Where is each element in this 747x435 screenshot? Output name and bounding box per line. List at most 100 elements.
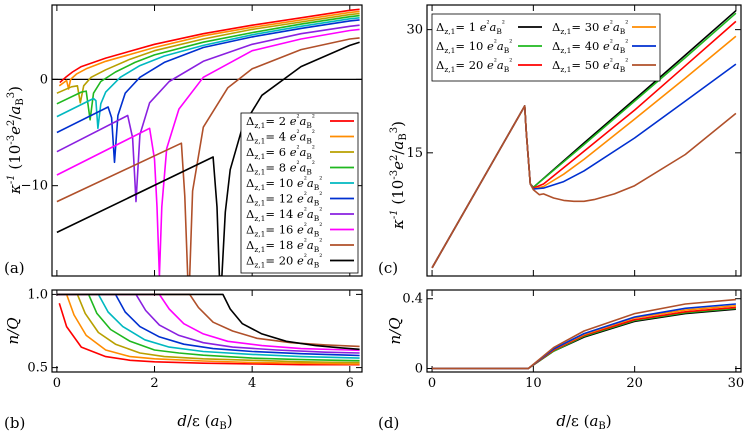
series-line-7 xyxy=(56,293,360,354)
legend-entry: Δz,1= 20 e²aB² xyxy=(246,253,354,270)
series-line-4 xyxy=(56,14,360,121)
panel-d-xlabel: d/ε (aB) xyxy=(556,412,611,432)
xtick-label: 6 xyxy=(346,376,354,391)
ytick-label: −10 xyxy=(21,179,48,194)
panel-d-ticks xyxy=(427,290,741,372)
panel-a: 0−10 κ-1 (10-3e2/aB3) Δz,1= 2 e²aB²Δz,1=… xyxy=(4,4,363,277)
legend-entry: Δz,1= 40 e²aB² xyxy=(552,38,656,55)
panel-a-label: (a) xyxy=(4,259,25,277)
panel-d-xtick-labels: 0 10 20 30 xyxy=(428,376,744,391)
panel-d-ylabel: n/Q xyxy=(386,317,404,344)
panel-d: 00.4 0 10 20 30 n/Q d/ε (aB) (d) xyxy=(378,289,744,432)
panel-c-ylabel: κ-1 (10-3e2/aB3) xyxy=(389,121,409,230)
series-line-6 xyxy=(431,105,737,269)
xtick-label: 0 xyxy=(53,376,61,391)
series-line-6 xyxy=(432,298,736,370)
panel-a-ylabel: κ-1 (10-3e2/aB3) xyxy=(6,86,26,195)
legend-label: Δz,1= 30 e²aB² xyxy=(552,19,628,36)
xtick-label: 2 xyxy=(150,376,158,391)
legend-entry: Δz,1= 4 e²aB² xyxy=(246,129,354,146)
xtick-label: 30 xyxy=(728,376,745,391)
panel-c-legend-box xyxy=(431,13,661,82)
legend-entry: Δz,1= 2 e²aB² xyxy=(246,113,354,130)
series-line-9 xyxy=(56,293,360,348)
legend-label: Δz,1= 2 e²aB² xyxy=(246,113,315,130)
legend-entry: Δz,1= 14 e²aB² xyxy=(246,206,354,223)
legend-entry: Δz,1= 1 e²aB² xyxy=(436,19,542,36)
series-line-7 xyxy=(56,24,360,203)
panel-b-ylabel: n/Q xyxy=(4,317,22,344)
legend-label: Δz,1= 6 e²aB² xyxy=(246,144,315,161)
panel-c-frame xyxy=(426,4,742,277)
legend-label: Δz,1= 16 e²aB² xyxy=(246,222,322,239)
legend-entry: Δz,1= 18 e²aB² xyxy=(246,237,354,254)
panel-d-frame xyxy=(426,289,742,373)
series-line-2 xyxy=(56,293,360,365)
panel-a-lines xyxy=(52,8,362,276)
panel-a-ytick-labels: 0 −10 xyxy=(21,72,48,193)
legend-label: Δz,1= 12 e²aB² xyxy=(246,191,322,208)
panel-b-frame xyxy=(51,289,363,373)
panel-d-lines xyxy=(432,298,736,370)
ytick-label: 0 xyxy=(40,72,48,87)
panel-b-label: (b) xyxy=(4,414,25,432)
xtick-label: 20 xyxy=(626,376,643,391)
series-line-6 xyxy=(56,293,360,357)
ytick-label: 0.5 xyxy=(27,361,48,376)
legend-label: Δz,1= 1 e²aB² xyxy=(436,19,505,36)
panel-b-xtick-labels: 0 2 4 6 xyxy=(53,376,354,391)
legend-entry: Δz,1= 12 e²aB² xyxy=(246,191,354,208)
legend-label: Δz,1= 20 e²aB² xyxy=(436,57,512,74)
series-line-10 xyxy=(56,41,360,276)
series-line-8 xyxy=(56,293,360,352)
panel-a-frame xyxy=(51,4,363,277)
legend-label: Δz,1= 10 e²aB² xyxy=(246,175,322,192)
panel-c-lines xyxy=(431,10,737,269)
legend-entry: Δz,1= 10 e²aB² xyxy=(436,38,542,55)
series-line-5 xyxy=(431,63,737,269)
xtick-label: 10 xyxy=(525,376,542,391)
series-line-5 xyxy=(56,17,360,130)
legend-label: Δz,1= 8 e²aB² xyxy=(246,160,315,177)
legend-entry: Δz,1= 8 e²aB² xyxy=(246,160,354,177)
legend-label: Δz,1= 50 e²aB² xyxy=(552,57,628,74)
legend-entry: Δz,1= 6 e²aB² xyxy=(246,144,354,161)
ytick-label: 0 xyxy=(415,362,423,377)
panel-b: 0.5 1.0 0 2 4 6 n/Q d/ε (aB) (b) xyxy=(4,287,363,432)
panel-d-label: (d) xyxy=(378,414,399,432)
legend-label: Δz,1= 10 e²aB² xyxy=(436,38,512,55)
legend-entry: Δz,1= 16 e²aB² xyxy=(246,222,354,239)
xtick-label: 0 xyxy=(428,376,436,391)
series-line-8 xyxy=(56,28,360,276)
legend-entry: Δz,1= 20 e²aB² xyxy=(436,57,542,74)
legend-label: Δz,1= 40 e²aB² xyxy=(552,38,628,55)
panel-a-legend-box xyxy=(240,112,359,274)
ytick-label: 15 xyxy=(406,146,423,161)
ytick-label: 0.4 xyxy=(402,292,423,307)
panel-c-label: (c) xyxy=(378,259,398,277)
legend-label: Δz,1= 4 e²aB² xyxy=(246,129,315,146)
panel-b-ytick-labels: 0.5 1.0 xyxy=(27,287,48,375)
legend-label: Δz,1= 20 e²aB² xyxy=(246,253,322,270)
series-line-1 xyxy=(59,8,360,84)
ytick-label: 1.0 xyxy=(27,287,48,302)
legend-entry: Δz,1= 50 e²aB² xyxy=(552,57,656,74)
series-line-5 xyxy=(56,293,360,359)
legend-label: Δz,1= 14 e²aB² xyxy=(246,206,322,223)
panel-d-ytick-labels: 00.4 xyxy=(402,292,423,377)
series-line-1 xyxy=(58,302,360,366)
legend-entry: Δz,1= 10 e²aB² xyxy=(246,175,354,192)
series-line-3 xyxy=(56,12,360,104)
series-line-4 xyxy=(56,293,360,362)
panel-b-xlabel: d/ε (aB) xyxy=(177,412,232,432)
series-line-10 xyxy=(56,293,360,351)
ytick-label: 30 xyxy=(406,23,423,38)
xtick-label: 4 xyxy=(248,376,256,391)
series-line-9 xyxy=(56,37,360,276)
legend-label: Δz,1= 18 e²aB² xyxy=(246,237,322,254)
series-line-2 xyxy=(432,307,736,370)
